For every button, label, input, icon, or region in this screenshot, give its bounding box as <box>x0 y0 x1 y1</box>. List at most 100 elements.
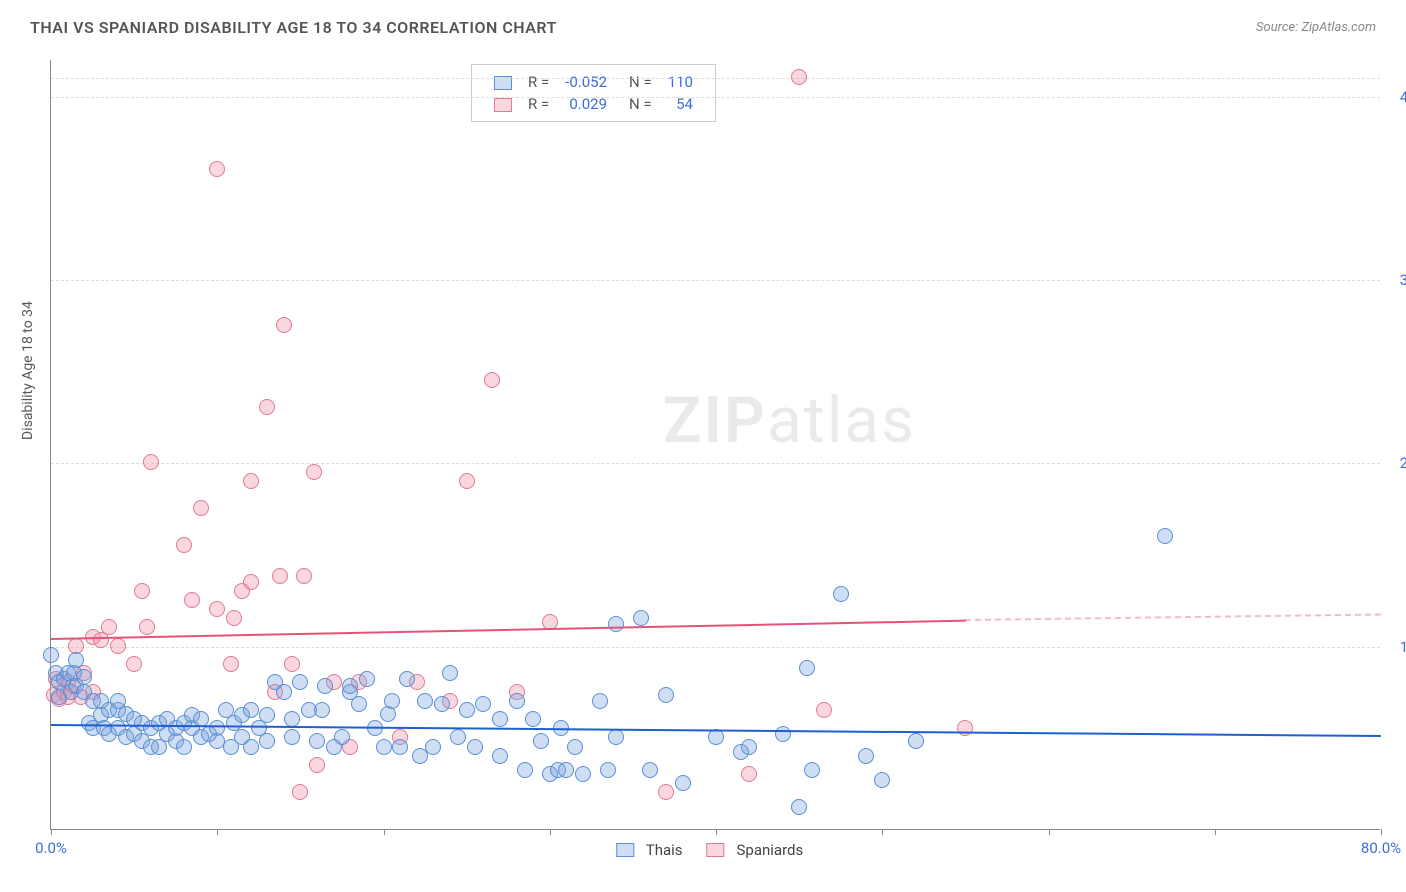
data-point-thais <box>492 711 508 727</box>
y-tick-label: 30.0% <box>1400 271 1406 289</box>
data-point-thais <box>608 729 624 745</box>
x-tick <box>1215 829 1216 835</box>
x-tick <box>1049 829 1050 835</box>
data-point-spaniards <box>223 656 239 672</box>
data-point-thais <box>43 647 59 663</box>
data-point-thais <box>592 693 608 709</box>
data-point-thais <box>791 799 807 815</box>
data-point-thais <box>450 729 466 745</box>
data-point-spaniards <box>209 161 225 177</box>
legend-row-thais: R =-0.052N =110 <box>486 71 701 93</box>
data-point-thais <box>176 739 192 755</box>
data-point-spaniards <box>139 619 155 635</box>
y-tick-label: 40.0% <box>1400 88 1406 106</box>
data-point-thais <box>417 693 433 709</box>
x-tick-label: 80.0% <box>1361 839 1401 857</box>
data-point-thais <box>276 684 292 700</box>
data-point-thais <box>434 696 450 712</box>
data-point-thais <box>741 739 757 755</box>
x-tick <box>51 829 52 835</box>
data-point-thais <box>492 748 508 764</box>
scatter-chart: ZIPatlas R =-0.052N =110R =0.029N =54 Th… <box>50 60 1380 830</box>
data-point-thais <box>292 674 308 690</box>
x-tick <box>217 829 218 835</box>
data-point-thais <box>317 678 333 694</box>
data-point-thais <box>675 775 691 791</box>
data-point-spaniards <box>306 464 322 480</box>
chart-title: THAI VS SPANIARD DISABILITY AGE 18 TO 34… <box>30 18 557 37</box>
data-point-spaniards <box>791 69 807 85</box>
data-point-thais <box>525 711 541 727</box>
data-point-thais <box>314 702 330 718</box>
data-point-thais <box>642 762 658 778</box>
x-tick <box>1381 829 1382 835</box>
data-point-thais <box>309 733 325 749</box>
gridline <box>51 280 1380 281</box>
data-point-spaniards <box>243 473 259 489</box>
data-point-thais <box>517 762 533 778</box>
data-point-thais <box>284 729 300 745</box>
source-attribution: Source: ZipAtlas.com <box>1256 20 1376 35</box>
data-point-thais <box>425 739 441 755</box>
data-point-thais <box>633 610 649 626</box>
data-point-thais <box>608 616 624 632</box>
data-point-spaniards <box>134 583 150 599</box>
x-tick <box>882 829 883 835</box>
data-point-thais <box>533 733 549 749</box>
trend-line <box>965 614 1381 621</box>
data-point-spaniards <box>459 473 475 489</box>
data-point-thais <box>467 739 483 755</box>
data-point-thais <box>359 671 375 687</box>
data-point-thais <box>1157 528 1173 544</box>
trend-line <box>51 619 965 639</box>
data-point-thais <box>804 762 820 778</box>
data-point-spaniards <box>126 656 142 672</box>
data-point-thais <box>908 733 924 749</box>
data-point-spaniards <box>101 619 117 635</box>
data-point-thais <box>558 762 574 778</box>
data-point-thais <box>509 693 525 709</box>
data-point-spaniards <box>309 757 325 773</box>
data-point-thais <box>874 772 890 788</box>
chart-header: THAI VS SPANIARD DISABILITY AGE 18 TO 34… <box>0 0 1406 37</box>
data-point-thais <box>708 729 724 745</box>
data-point-thais <box>284 711 300 727</box>
data-point-spaniards <box>272 568 288 584</box>
watermark: ZIPatlas <box>663 383 916 458</box>
data-point-thais <box>351 696 367 712</box>
gridline <box>51 78 1380 79</box>
x-tick <box>384 829 385 835</box>
data-point-thais <box>442 665 458 681</box>
data-point-spaniards <box>226 610 242 626</box>
data-point-spaniards <box>243 574 259 590</box>
data-point-thais <box>68 652 84 668</box>
data-point-thais <box>334 729 350 745</box>
gridline <box>51 647 1380 648</box>
data-point-thais <box>243 702 259 718</box>
x-tick <box>550 829 551 835</box>
series-legend: Thais Spaniards <box>610 840 822 859</box>
legend-swatch-spaniards <box>707 843 725 857</box>
data-point-thais <box>259 733 275 749</box>
data-point-thais <box>342 678 358 694</box>
data-point-spaniards <box>957 720 973 736</box>
data-point-spaniards <box>816 702 832 718</box>
data-point-spaniards <box>484 372 500 388</box>
y-tick-label: 10.0% <box>1400 638 1406 656</box>
data-point-thais <box>567 739 583 755</box>
data-point-spaniards <box>110 638 126 654</box>
data-point-spaniards <box>658 784 674 800</box>
data-point-thais <box>858 748 874 764</box>
legend-label-thais: Thais <box>646 841 683 859</box>
gridline <box>51 463 1380 464</box>
y-axis-label: Disability Age 18 to 34 <box>20 301 36 440</box>
data-point-spaniards <box>284 656 300 672</box>
data-point-thais <box>399 671 415 687</box>
data-point-spaniards <box>741 766 757 782</box>
x-tick-label: 0.0% <box>35 839 67 857</box>
data-point-thais <box>376 739 392 755</box>
data-point-thais <box>243 739 259 755</box>
data-point-spaniards <box>296 568 312 584</box>
legend-label-spaniards: Spaniards <box>737 841 804 859</box>
data-point-thais <box>775 726 791 742</box>
